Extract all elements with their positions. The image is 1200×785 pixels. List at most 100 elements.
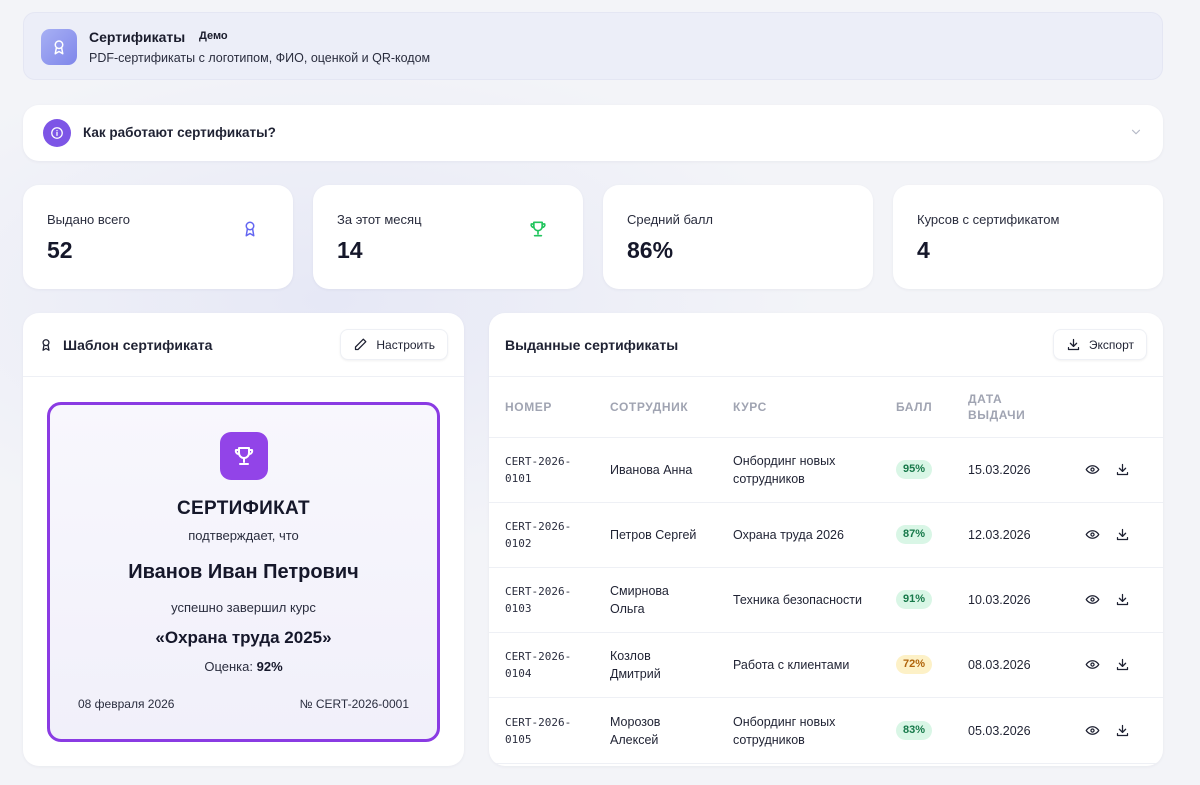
certificate-number-line: 0105 [505, 733, 532, 746]
download-icon[interactable] [1115, 723, 1130, 743]
award-icon [41, 29, 77, 65]
download-icon[interactable] [1115, 657, 1130, 677]
score-cell: 83% [896, 720, 933, 740]
column-header-employee: СОТРУДНИК [610, 400, 689, 414]
eye-icon[interactable] [1085, 527, 1100, 547]
course-name-line: сотрудников [733, 733, 805, 747]
score-badge: 87% [896, 525, 933, 544]
stat-value: 14 [337, 237, 363, 263]
trophy-icon [527, 219, 549, 244]
certificate-number-cell: CERT-2026- 0104 [505, 648, 571, 682]
course-name-line: Техника безопасности [733, 593, 862, 607]
certificate-score-value: 92% [256, 659, 283, 674]
score-badge: 95% [896, 460, 933, 479]
score-badge: 91% [896, 590, 933, 609]
course-name-line: Охрана труда 2026 [733, 528, 844, 542]
table-row: CERT-2026- 0105 Морозов Алексей Онбординг но… [489, 699, 1163, 764]
panel-header: Выданные сертификаты Экспорт [489, 313, 1163, 377]
certificate-number-cell: CERT-2026- 0102 [505, 518, 571, 552]
export-button[interactable]: Экспорт [1052, 329, 1147, 360]
certificate-number: № CERT-2026-0001 [299, 697, 409, 711]
course-cell: Техника безопасности [733, 591, 883, 609]
stat-card-courses: Курсов с сертификатом 4 [893, 185, 1163, 289]
eye-icon[interactable] [1085, 462, 1100, 482]
stat-value: 52 [47, 237, 73, 263]
score-badge: 72% [896, 655, 933, 674]
column-header-date-line: ВЫДАЧИ [968, 408, 1026, 422]
eye-icon[interactable] [1085, 592, 1100, 612]
download-icon[interactable] [1115, 527, 1130, 547]
table-row: CERT-2026- 0102 Петров Сергей Охрана труда … [489, 503, 1163, 568]
chevron-down-icon[interactable] [1129, 125, 1143, 144]
issue-date-cell: 10.03.2026 [968, 593, 1031, 607]
stat-card-this-month: За этот месяц 14 [313, 185, 583, 289]
certificate-course: «Охрана труда 2025» [155, 628, 332, 647]
export-label: Экспорт [1088, 337, 1134, 352]
employee-cell: Смирнова Ольга [610, 582, 720, 618]
score-cell: 95% [896, 459, 933, 479]
trophy-icon [220, 432, 268, 480]
award-icon [39, 337, 53, 358]
column-header-score: БАЛЛ [896, 400, 933, 414]
issued-certificates-panel: Выданные сертификаты Экспорт НОМЕР СОТРУ… [489, 313, 1163, 766]
course-cell: Онбординг новых сотрудников [733, 452, 883, 488]
score-cell: 87% [896, 524, 933, 544]
employee-cell: Петров Сергей [610, 526, 720, 544]
certificate-number-cell: CERT-2026- 0105 [505, 714, 571, 748]
certificate-recipient-name: Иванов Иван Петрович [128, 561, 359, 583]
course-name-line: Работа с клиентами [733, 658, 850, 672]
course-name-line: сотрудников [733, 472, 805, 486]
score-cell: 72% [896, 654, 933, 674]
certificate-number-line: 0104 [505, 667, 532, 680]
employee-name-line: Петров Сергей [610, 528, 697, 542]
accordion-label[interactable]: Как работают сертификаты? [83, 125, 276, 140]
employee-name-line: Ольга [610, 602, 645, 616]
score-badge: 83% [896, 721, 933, 740]
table-row: CERT-2026- 0104 Козлов Дмитрий Работа с клие… [489, 633, 1163, 698]
column-header-date: ДАТА ВЫДАЧИ [968, 391, 1025, 423]
panel-title: Шаблон сертификата [63, 337, 213, 353]
column-header-number: НОМЕР [505, 400, 553, 414]
employee-name-line: Алексей [610, 733, 659, 747]
stat-label: Средний балл [627, 212, 714, 227]
column-header-course: КУРС [733, 400, 767, 414]
certificate-title: СЕРТИФИКАТ [177, 498, 310, 519]
pencil-icon [355, 338, 367, 351]
column-header-date-line: ДАТА [968, 392, 1003, 406]
eye-icon[interactable] [1085, 657, 1100, 677]
download-icon[interactable] [1115, 592, 1130, 612]
certificate-number-cell: CERT-2026- 0101 [505, 453, 571, 487]
configure-label: Настроить [376, 337, 435, 352]
issue-date-cell: 12.03.2026 [968, 528, 1031, 542]
eye-icon[interactable] [1085, 723, 1100, 743]
panel-header: Шаблон сертификата Настроить [23, 313, 464, 377]
table-row: CERT-2026- 0101 Иванова Анна Онбординг новы… [489, 438, 1163, 503]
stat-card-issued-total: Выдано всего 52 [23, 185, 293, 289]
certificate-number-line: CERT-2026- [505, 650, 572, 663]
certificate-number-line: 0102 [505, 537, 532, 550]
employee-name-line: Дмитрий [610, 667, 661, 681]
stat-label: Курсов с сертификатом [917, 212, 1060, 227]
employee-name-line: Морозов [610, 715, 661, 729]
issue-date-cell: 08.03.2026 [968, 658, 1031, 672]
stat-card-average-score: Средний балл 86% [603, 185, 873, 289]
certificate-completed-text: успешно завершил курс [171, 600, 316, 615]
download-icon[interactable] [1115, 462, 1130, 482]
certificate-number-line: CERT-2026- [505, 585, 572, 598]
certificate-number-line: CERT-2026- [505, 455, 572, 468]
certificate-date: 08 февраля 2026 [78, 697, 175, 711]
course-name-line: Онбординг новых [733, 454, 836, 468]
certificate-number-line: CERT-2026- [505, 716, 572, 729]
course-cell: Работа с клиентами [733, 656, 883, 674]
course-cell: Охрана труда 2026 [733, 526, 883, 544]
certificate-number-line: 0103 [505, 602, 532, 615]
info-icon [43, 119, 71, 147]
certificate-template-panel: Шаблон сертификата Настроить СЕРТИФИКАТ … [23, 313, 464, 766]
certificate-score: Оценка: 92% [50, 659, 437, 674]
score-cell: 91% [896, 589, 933, 609]
stat-label: Выдано всего [47, 212, 131, 227]
configure-button[interactable]: Настроить [340, 329, 448, 360]
course-name-line: Онбординг новых [733, 715, 836, 729]
how-it-works-accordion[interactable]: Как работают сертификаты? [23, 105, 1163, 161]
table-row: CERT-2026- 0103 Смирнова Ольга Техника безоп… [489, 568, 1163, 633]
